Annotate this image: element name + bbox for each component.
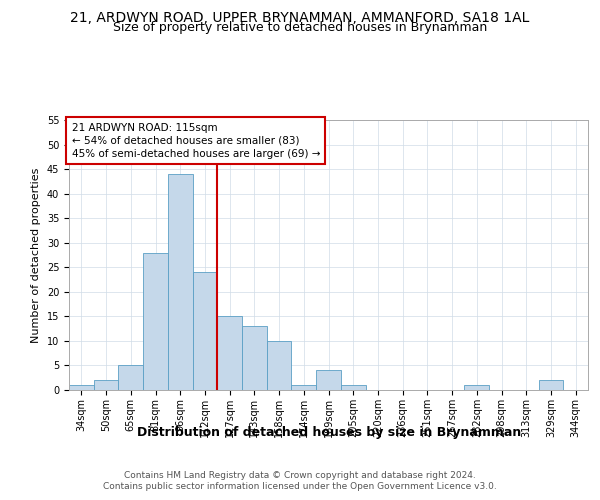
Text: Contains HM Land Registry data © Crown copyright and database right 2024.: Contains HM Land Registry data © Crown c… <box>124 471 476 480</box>
Y-axis label: Number of detached properties: Number of detached properties <box>31 168 41 342</box>
Bar <box>118 366 143 390</box>
Text: Distribution of detached houses by size in Brynamman: Distribution of detached houses by size … <box>137 426 521 439</box>
Bar <box>267 341 292 390</box>
Text: 21, ARDWYN ROAD, UPPER BRYNAMMAN, AMMANFORD, SA18 1AL: 21, ARDWYN ROAD, UPPER BRYNAMMAN, AMMANF… <box>70 11 530 25</box>
Bar <box>69 385 94 390</box>
Bar <box>539 380 563 390</box>
Bar <box>193 272 217 390</box>
Bar <box>143 252 168 390</box>
Text: Contains public sector information licensed under the Open Government Licence v3: Contains public sector information licen… <box>103 482 497 491</box>
Text: 21 ARDWYN ROAD: 115sqm
← 54% of detached houses are smaller (83)
45% of semi-det: 21 ARDWYN ROAD: 115sqm ← 54% of detached… <box>71 122 320 159</box>
Bar <box>217 316 242 390</box>
Bar <box>341 385 365 390</box>
Bar <box>242 326 267 390</box>
Bar <box>94 380 118 390</box>
Bar <box>168 174 193 390</box>
Bar <box>464 385 489 390</box>
Bar <box>316 370 341 390</box>
Text: Size of property relative to detached houses in Brynamman: Size of property relative to detached ho… <box>113 22 487 35</box>
Bar <box>292 385 316 390</box>
